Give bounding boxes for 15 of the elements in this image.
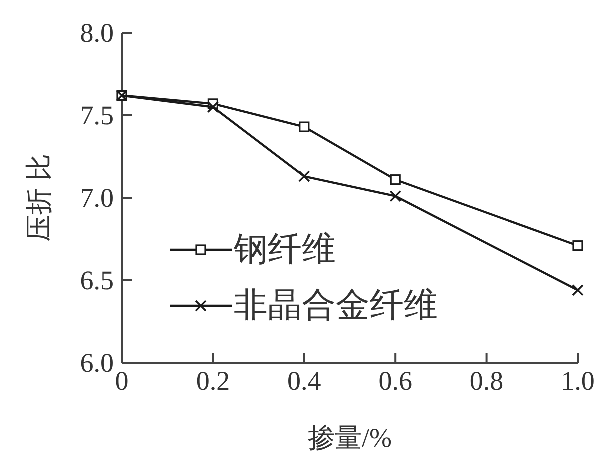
y-tick-label: 6.0 <box>80 348 114 378</box>
y-tick-label: 6.5 <box>80 266 114 296</box>
x-tick-label: 0.4 <box>288 366 322 396</box>
x-axis-title: 掺量/% <box>308 423 392 453</box>
legend-label: 非晶合金纤维 <box>234 288 438 324</box>
y-tick-label: 7.0 <box>80 183 114 213</box>
x-tick-label: 0.6 <box>378 366 412 396</box>
y-axis-title: 压折 比 <box>24 154 54 242</box>
legend-label: 钢纤维 <box>233 232 336 268</box>
x-tick-label: 1.0 <box>561 366 595 396</box>
y-tick-label: 7.5 <box>80 100 114 130</box>
x-tick-label: 0.8 <box>470 366 504 396</box>
x-tick-label: 0.2 <box>196 366 230 396</box>
x-tick-label: 0 <box>115 366 129 396</box>
y-tick-label: 8.0 <box>80 18 114 48</box>
